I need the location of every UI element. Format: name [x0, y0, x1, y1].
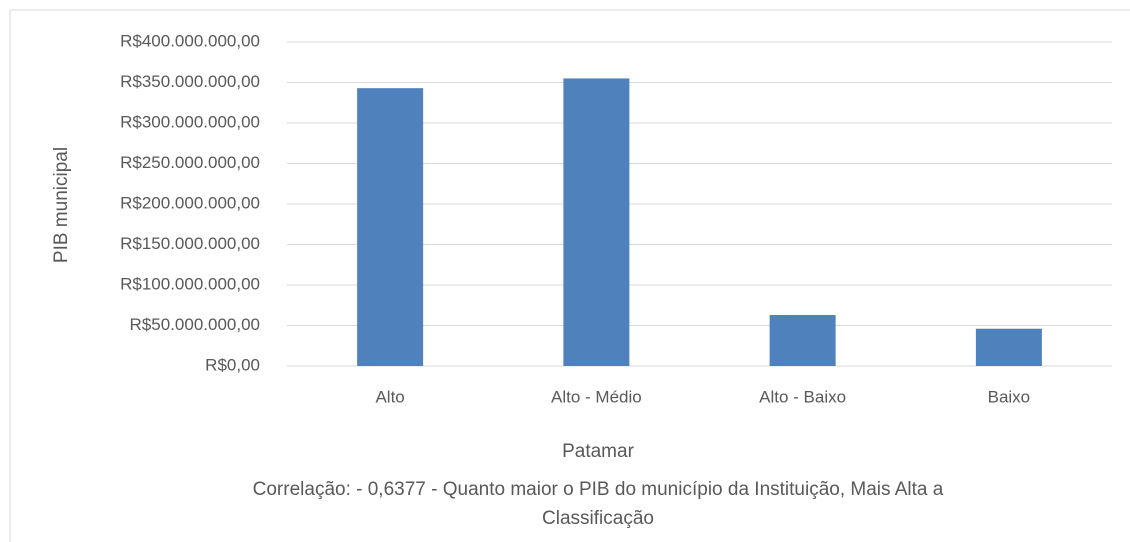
- y-tick-label: R$150.000.000,00: [120, 234, 260, 253]
- chart-frame: [9, 9, 1130, 542]
- y-tick-label: R$250.000.000,00: [120, 153, 260, 172]
- bar: [563, 78, 630, 366]
- annotation: Classificação: [542, 508, 654, 529]
- y-tick-label: R$50.000.000,00: [130, 315, 260, 334]
- x-axis-label: Patamar: [562, 441, 634, 462]
- y-axis-label: PIB municipal: [51, 147, 72, 263]
- x-tick-label: Alto: [375, 387, 404, 406]
- bar: [975, 328, 1042, 366]
- y-tick-label: R$300.000.000,00: [120, 112, 260, 131]
- y-tick-label: R$400.000.000,00: [120, 31, 260, 50]
- annotation: Correlação: - 0,6377 - Quanto maior o PI…: [253, 479, 944, 500]
- y-tick-label: R$100.000.000,00: [120, 274, 260, 293]
- x-tick-label: Baixo: [988, 387, 1031, 406]
- x-tick-label: Alto - Baixo: [759, 387, 846, 406]
- y-tick-label: R$0,00: [205, 355, 260, 374]
- bar: [357, 88, 424, 367]
- y-tick-label: R$200.000.000,00: [120, 193, 260, 212]
- bar: [769, 314, 836, 366]
- x-tick-label: Alto - Médio: [551, 387, 642, 406]
- y-tick-label: R$350.000.000,00: [120, 72, 260, 91]
